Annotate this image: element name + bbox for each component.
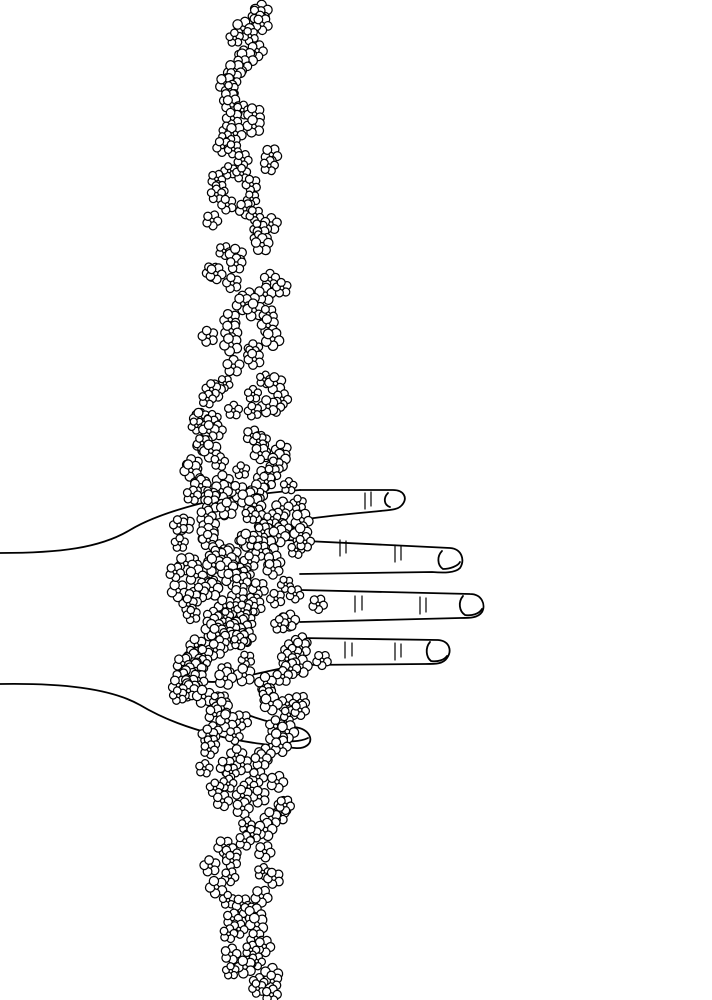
little-finger bbox=[299, 637, 451, 666]
index-nail bbox=[383, 492, 391, 508]
flower-icon bbox=[223, 400, 244, 420]
ring-finger bbox=[299, 589, 485, 623]
middle-nail bbox=[437, 550, 461, 570]
ring-nail bbox=[458, 595, 483, 617]
flower-icon bbox=[305, 590, 332, 617]
flower-icon bbox=[243, 384, 263, 403]
flower-icon bbox=[193, 757, 215, 779]
flower-icon bbox=[221, 354, 245, 377]
flower-icon bbox=[279, 476, 298, 495]
flower-icon bbox=[194, 321, 223, 351]
flower-icon bbox=[230, 458, 254, 483]
falling-flowers bbox=[162, 0, 336, 1000]
flower-icon bbox=[169, 531, 192, 555]
flower-icon bbox=[308, 646, 336, 673]
middle-finger bbox=[284, 539, 464, 575]
flower-icon bbox=[211, 664, 240, 692]
forearm-lower-edge bbox=[0, 682, 216, 736]
flower-icon bbox=[199, 206, 226, 233]
flower-icon bbox=[196, 851, 225, 880]
knuckle-creases bbox=[339, 491, 427, 661]
little-nail bbox=[425, 641, 448, 663]
index-finger bbox=[299, 489, 406, 521]
